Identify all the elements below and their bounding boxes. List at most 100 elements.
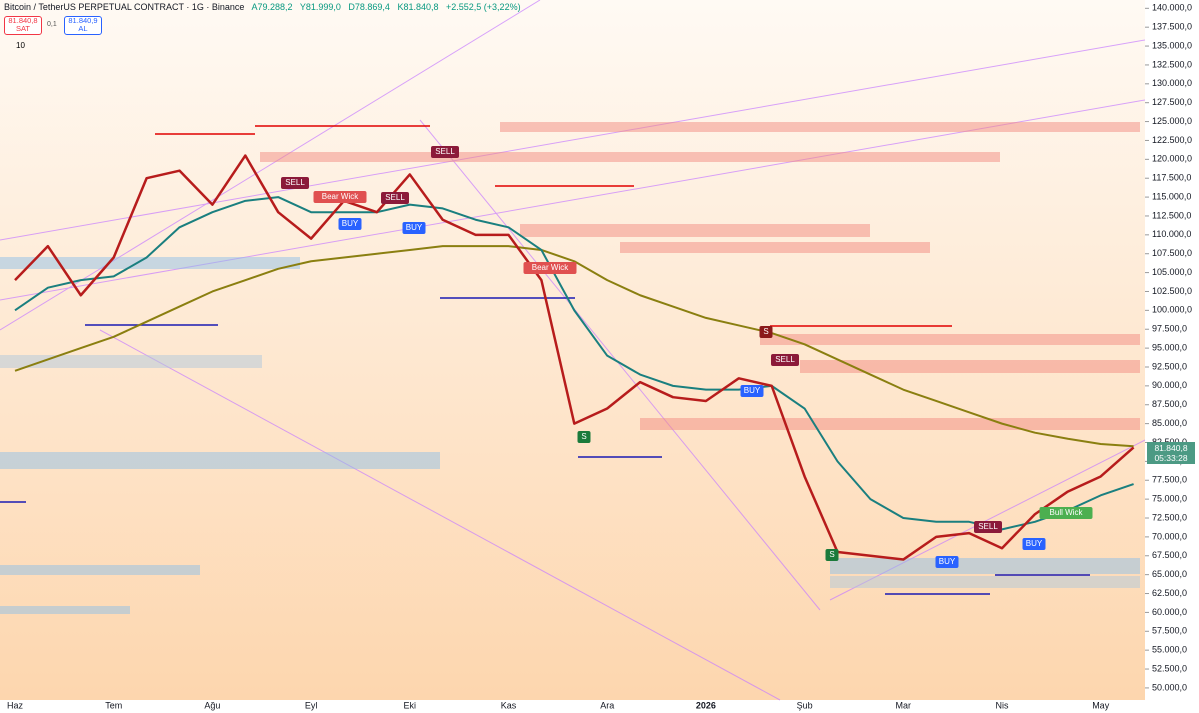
- signal-label: Bear Wick: [532, 263, 569, 272]
- signal-label: BUY: [406, 223, 423, 232]
- y-tick-label: 120.000,0: [1152, 154, 1192, 164]
- signal-label: S: [581, 432, 586, 441]
- last-price: 81.840,8: [1154, 443, 1188, 453]
- y-tick-label: 130.000,0: [1152, 78, 1192, 88]
- signal-label: SELL: [435, 147, 455, 156]
- y-tick-label: 85.000,0: [1152, 418, 1187, 428]
- buy-price: 81.840,9: [68, 16, 98, 25]
- series-line: [14, 154, 1135, 561]
- signal-label: SELL: [775, 355, 795, 364]
- y-tick-label: 127.500,0: [1152, 97, 1192, 107]
- signal-label: SELL: [385, 193, 405, 202]
- symbol: Bitcoin / TetherUS PERPETUAL CONTRACT · …: [4, 2, 245, 12]
- y-tick-label: 105.000,0: [1152, 267, 1192, 277]
- signal-box: [281, 177, 309, 189]
- x-tick-label: Eki: [404, 700, 417, 710]
- signal-box: [974, 521, 1002, 533]
- price-tag: 81.840,8 05:33:28: [1147, 442, 1195, 464]
- x-tick-label: May: [1092, 700, 1110, 710]
- price-axis: [1145, 0, 1199, 713]
- y-tick-label: 57.500,0: [1152, 626, 1187, 636]
- signal-box: [402, 222, 426, 234]
- zones: [0, 122, 1140, 614]
- y-tick-label: 65.000,0: [1152, 569, 1187, 579]
- series-line: [14, 196, 1134, 531]
- time-axis: [0, 700, 1145, 713]
- y-tick-label: 75.000,0: [1152, 494, 1187, 504]
- x-tick-label: Ara: [600, 700, 614, 710]
- y-tick-label: 125.000,0: [1152, 116, 1192, 126]
- x-tick-label: Kas: [501, 700, 517, 710]
- signal-label: S: [763, 327, 768, 336]
- y-tick-label: 50.000,0: [1152, 682, 1187, 692]
- signal-box: [338, 218, 362, 230]
- x-tick-label: 2026: [696, 700, 716, 710]
- y-tick-label: 55.000,0: [1152, 645, 1187, 655]
- y-tick-label: 82.500,0: [1152, 437, 1187, 447]
- y-tick-label: 135.000,0: [1152, 40, 1192, 50]
- signal-box: [1022, 538, 1046, 550]
- series-line: [14, 245, 1134, 448]
- buy-label: AL: [78, 24, 88, 33]
- signal-label: BUY: [342, 219, 359, 228]
- y-tick-label: 97.500,0: [1152, 324, 1187, 334]
- x-tick-label: Tem: [105, 700, 122, 710]
- x-tick-label: Haz: [7, 700, 24, 710]
- y-tick-label: 95.000,0: [1152, 342, 1187, 352]
- y-tick-label: 70.000,0: [1152, 531, 1187, 541]
- signal-box: [935, 556, 959, 568]
- y-tick-label: 140.000,0: [1152, 3, 1192, 13]
- ohlc: Y81.999,0: [299, 2, 341, 12]
- quantity[interactable]: 10: [16, 41, 25, 50]
- signal-box: [577, 431, 591, 443]
- y-tick-label: 110.000,0: [1152, 229, 1191, 239]
- sell-button[interactable]: 81.840,8 SAT: [4, 16, 42, 35]
- y-tick-label: 60.000,0: [1152, 607, 1187, 617]
- sell-price: 81.840,8: [8, 16, 38, 25]
- signal-label: S: [829, 550, 834, 559]
- signal-box: [771, 354, 799, 366]
- x-tick-label: Eyl: [305, 700, 318, 710]
- y-tick-label: 107.500,0: [1152, 248, 1192, 258]
- signal-label: Bull Wick: [1050, 508, 1084, 517]
- sell-label: SAT: [15, 24, 31, 33]
- ohlc: A79.288,2: [251, 2, 293, 12]
- level-lines: [0, 125, 1090, 595]
- ohlc: K81.840,8: [397, 2, 439, 12]
- y-tick-label: 90.000,0: [1152, 380, 1187, 390]
- y-tick-label: 137.500,0: [1152, 22, 1192, 32]
- y-tick-label: 72.500,0: [1152, 512, 1187, 522]
- y-tick-label: 92.500,0: [1152, 361, 1187, 371]
- y-tick-label: 102.500,0: [1152, 286, 1192, 296]
- y-tick-label: 87.500,0: [1152, 399, 1187, 409]
- signal-box: [759, 326, 773, 338]
- y-tick-label: 112.500,0: [1152, 210, 1191, 220]
- x-tick-label: Mar: [896, 700, 912, 710]
- signal-box: [431, 146, 459, 158]
- header: Bitcoin / TetherUS PERPETUAL CONTRACT · …: [4, 2, 526, 12]
- signal-label: SELL: [285, 178, 305, 187]
- y-tick-label: 115.000,0: [1152, 191, 1191, 201]
- y-tick-label: 67.500,0: [1152, 550, 1187, 560]
- countdown: 05:33:28: [1154, 453, 1188, 463]
- ohlc: D78.869,4: [348, 2, 390, 12]
- y-tick-label: 117.500,0: [1152, 173, 1191, 183]
- y-tick-label: 62.500,0: [1152, 588, 1187, 598]
- signal-label: BUY: [939, 557, 956, 566]
- plot-background: [0, 0, 1145, 700]
- x-tick-label: Şub: [797, 700, 813, 710]
- change: +2.552,5 (+3,22%): [446, 2, 521, 12]
- x-tick-label: Nis: [996, 700, 1009, 710]
- signal-label: SELL: [978, 522, 998, 531]
- y-tick-label: 100.000,0: [1152, 305, 1192, 315]
- signal-label: BUY: [744, 386, 761, 395]
- signal-box: [740, 385, 764, 397]
- signal-label: BUY: [1026, 539, 1043, 548]
- y-tick-label: 122.500,0: [1152, 135, 1192, 145]
- signal-label: Bear Wick: [322, 192, 359, 201]
- x-tick-label: Ağu: [204, 700, 220, 710]
- signal-box: [313, 191, 367, 203]
- y-tick-label: 77.500,0: [1152, 475, 1187, 485]
- buy-button[interactable]: 81.840,9 AL: [64, 16, 102, 35]
